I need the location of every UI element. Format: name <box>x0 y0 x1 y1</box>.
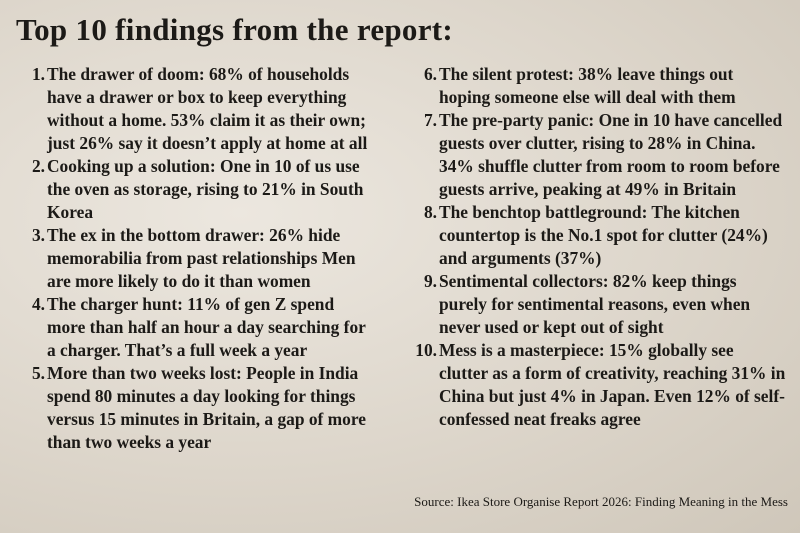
finding-number: 5. <box>31 363 45 383</box>
finding-number: 3. <box>31 225 45 245</box>
right-column: 6. The silent protest: 38% leave things o… <box>414 63 786 431</box>
finding-text: Cooking up a solution: One in 10 of us u… <box>47 156 364 222</box>
finding-text: The benchtop battleground: The kitchen c… <box>439 202 768 268</box>
finding: 2. Cooking up a solution: One in 10 of us… <box>22 155 374 224</box>
finding-number: 6. <box>423 64 437 84</box>
finding: 4. The charger hunt: 11% of gen Z spend m… <box>22 293 374 362</box>
left-column: 1. The drawer of doom: 68% of households … <box>22 63 374 454</box>
finding-number: 9. <box>423 271 437 291</box>
finding-text: Sentimental collectors: 82% keep things … <box>439 271 751 337</box>
finding-text: The silent protest: 38% leave things out… <box>439 64 736 107</box>
finding-number: 4. <box>31 294 45 314</box>
finding-text: The charger hunt: 11% of gen Z spend mor… <box>47 294 366 360</box>
finding: 10. Mess is a masterpiece: 15% globally s… <box>414 339 786 431</box>
finding: 3. The ex in the bottom drawer: 26% hide … <box>22 224 374 293</box>
finding-number: 2. <box>31 156 45 176</box>
finding-text: The pre-party panic: One in 10 have canc… <box>439 110 783 199</box>
finding-number: 7. <box>423 110 437 130</box>
finding-number: 1. <box>31 64 45 84</box>
finding-text: The ex in the bottom drawer: 26% hide me… <box>47 225 356 291</box>
finding-text: Mess is a masterpiece: 15% globally see … <box>439 340 786 429</box>
finding-number: 8. <box>423 202 437 222</box>
source: Source: Ikea Store Organise Report 2026:… <box>414 494 788 509</box>
finding-text: The drawer of doom: 68% of households ha… <box>47 64 368 153</box>
finding: 9. Sentimental collectors: 82% keep thing… <box>414 270 786 339</box>
finding: 1. The drawer of doom: 68% of households … <box>22 63 374 155</box>
finding: 5. More than two weeks lost: People in In… <box>22 362 374 454</box>
finding: 8. The benchtop battleground: The kitchen… <box>414 201 786 270</box>
finding: 6. The silent protest: 38% leave things o… <box>414 63 786 109</box>
title: Top 10 findings from the report: <box>16 12 454 47</box>
finding-text: More than two weeks lost: People in Indi… <box>47 363 366 452</box>
finding-number: 10. <box>415 340 437 360</box>
finding: 7. The pre-party panic: One in 10 have ca… <box>414 109 786 201</box>
